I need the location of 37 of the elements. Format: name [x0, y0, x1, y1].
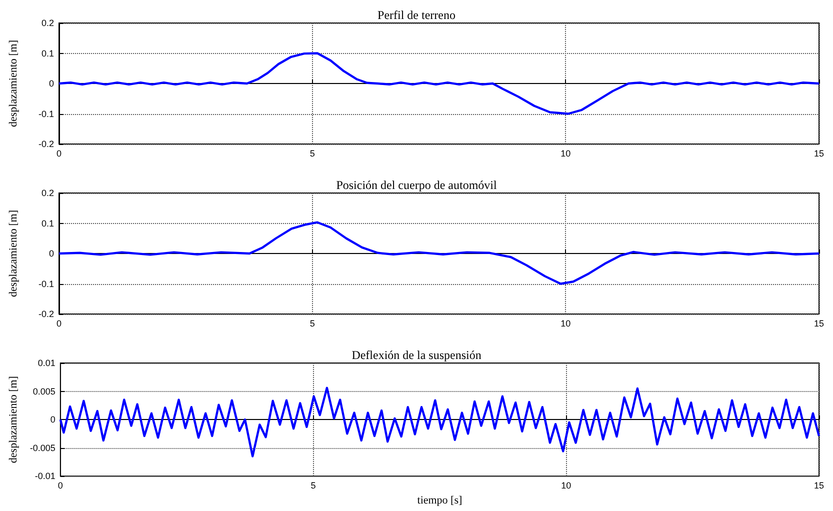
y-axis-title: desplazamiento [m]	[8, 210, 20, 298]
y-tick-label: 0	[48, 78, 54, 88]
x-tick-label: 10	[560, 318, 571, 328]
x-tick-label: 15	[814, 318, 824, 328]
line-series	[59, 386, 820, 458]
x-tick-label: 10	[560, 148, 571, 158]
y-tick-label: -0.1	[38, 278, 54, 289]
x-tick-label: 0	[56, 318, 62, 328]
x-tick-label: 15	[814, 480, 824, 491]
y-tick-label: 0	[50, 414, 56, 425]
y-tick-label: 0.005	[32, 386, 56, 396]
x-tick-label: 10	[561, 480, 572, 491]
line-series	[58, 52, 820, 115]
y-tick-label: 0.2	[41, 188, 54, 198]
line-series	[58, 221, 820, 285]
y-tick-label: -0.2	[38, 139, 54, 149]
y-tick-label: 0.2	[41, 18, 54, 28]
y-tick-label: -0.2	[38, 309, 54, 319]
y-axis-title: desplazamiento [m]	[8, 40, 20, 128]
x-tick-label: 5	[310, 480, 316, 491]
y-tick-label: -0.1	[38, 108, 54, 119]
y-tick-label: 0.1	[41, 48, 54, 58]
y-tick-label: 0.1	[41, 218, 54, 228]
x-tick-label: 0	[58, 480, 63, 491]
x-tick-label: 5	[310, 148, 315, 158]
chart-title: Deflexión de la suspensión	[352, 348, 482, 362]
x-tick-label: 15	[814, 148, 824, 158]
x-tick-label: 0	[56, 148, 62, 158]
x-axis-title: tiempo [s]	[417, 494, 462, 506]
x-tick-label: 5	[310, 318, 315, 328]
y-tick-label: -0.01	[34, 471, 56, 482]
y-tick-label: -0.005	[30, 442, 56, 453]
y-axis-title: desplazamiento [m]	[8, 376, 20, 464]
y-tick-label: 0.01	[38, 358, 56, 368]
y-tick-label: 0	[48, 248, 54, 258]
chart-title: Perfil de terreno	[378, 8, 456, 22]
chart-title: Posición del cuerpo de automóvil	[336, 178, 498, 192]
